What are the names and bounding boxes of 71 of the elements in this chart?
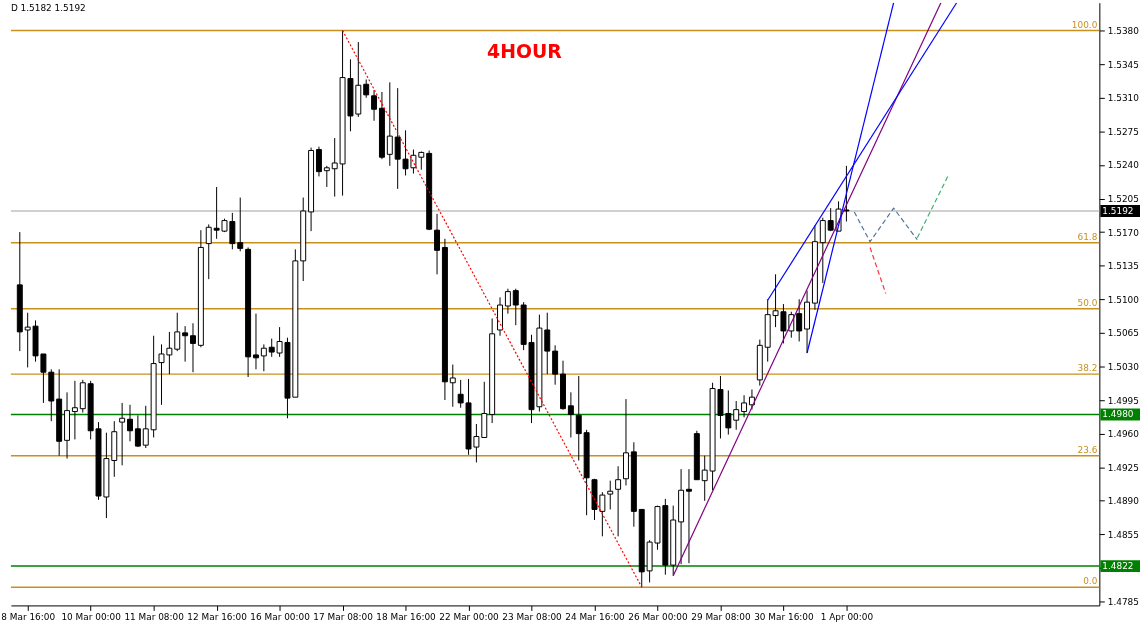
x-tick-label: 23 Mar 08:00 [502, 611, 563, 622]
candlestick [685, 468, 692, 564]
x-tick-label: 11 Mar 08:00 [124, 611, 185, 622]
y-tick-label: 1.5345 [1107, 59, 1139, 70]
candlestick [134, 414, 141, 448]
x-tick-label: 24 Mar 16:00 [565, 611, 626, 622]
x-tick-label: 1 Apr 00:00 [820, 611, 874, 622]
annotation: 100.0 [1071, 19, 1098, 30]
y-tick-label: 1.5240 [1107, 160, 1140, 171]
candlestick [127, 404, 133, 442]
candlestick [142, 405, 149, 449]
line-series [853, 207, 918, 243]
x-tick-label: 16 Mar 00:00 [250, 611, 311, 622]
candlestick [119, 402, 126, 466]
x-tick-label: 22 Mar 00:00 [439, 611, 500, 622]
y-tick-label: 1.5275 [1107, 126, 1139, 137]
x-tick-label: 18 Mar 16:00 [376, 611, 437, 622]
x-tick-label: 12 Mar 16:00 [187, 611, 248, 622]
candlestick [182, 325, 189, 363]
annotation: D 1.5182 1.5192 [10, 2, 86, 13]
ref-line-label: 1.4822 [1102, 561, 1134, 572]
candlestick [819, 217, 826, 284]
candlestick [733, 400, 740, 431]
y-tick-label: 1.5065 [1107, 328, 1139, 339]
candlestick [607, 480, 614, 510]
y-tick-label: 1.5170 [1107, 227, 1140, 238]
candlestick [190, 322, 196, 373]
x-tick-label: 30 Mar 16:00 [754, 611, 814, 622]
candlestick [71, 380, 78, 440]
ref-line-label: 1.4980 [1102, 409, 1134, 420]
annotation: 23.6 [1077, 444, 1098, 455]
y-tick-label: 1.4855 [1107, 529, 1139, 540]
candlestick [504, 288, 511, 315]
candlestick [253, 313, 259, 370]
annotation: 38.2 [1077, 363, 1098, 374]
candlestick [315, 146, 322, 177]
candlestick [796, 298, 803, 342]
text: 4HOUR [487, 41, 563, 63]
ref-line-label: 1.5192 [1102, 205, 1134, 216]
candlestick [567, 391, 574, 438]
annotation: 0.0 [1083, 576, 1098, 587]
y-tick-label: 1.5205 [1107, 193, 1139, 204]
candlestick [552, 344, 559, 386]
candlestick [371, 89, 378, 122]
candlestick [386, 81, 393, 167]
y-tick-label: 1.5030 [1107, 361, 1140, 372]
candlestick [237, 197, 244, 252]
candlestick [363, 78, 370, 99]
candlestick [449, 364, 456, 408]
x-tick-label: 26 Mar 00:00 [628, 611, 689, 622]
annotation: 50.0 [1077, 297, 1098, 308]
y-tick-label: 1.5135 [1107, 261, 1139, 272]
candlestick [615, 465, 622, 537]
candlestick [323, 165, 330, 188]
y-tick-label: 1.4925 [1107, 462, 1139, 473]
y-tick-label: 1.4960 [1107, 429, 1140, 440]
y-tick-label: 1.5100 [1107, 294, 1140, 305]
x-tick-label: 17 Mar 08:00 [313, 611, 374, 622]
annotation: 61.8 [1077, 231, 1098, 242]
y-tick-label: 1.4890 [1107, 496, 1140, 507]
x-tick-label: 29 Mar 08:00 [691, 611, 752, 622]
x-tick-label: 10 Mar 00:00 [61, 611, 122, 622]
y-tick-label: 1.4785 [1107, 597, 1139, 608]
y-tick-label: 1.5310 [1107, 93, 1140, 104]
y-tick-label: 1.4995 [1107, 395, 1139, 406]
x-tick-label: 8 Mar 16:00 [1, 611, 56, 622]
candlestick [434, 213, 441, 275]
candlestick [512, 288, 519, 326]
candlestick [741, 394, 748, 418]
candlestick [260, 343, 267, 372]
y-tick-label: 1.5380 [1107, 26, 1140, 37]
